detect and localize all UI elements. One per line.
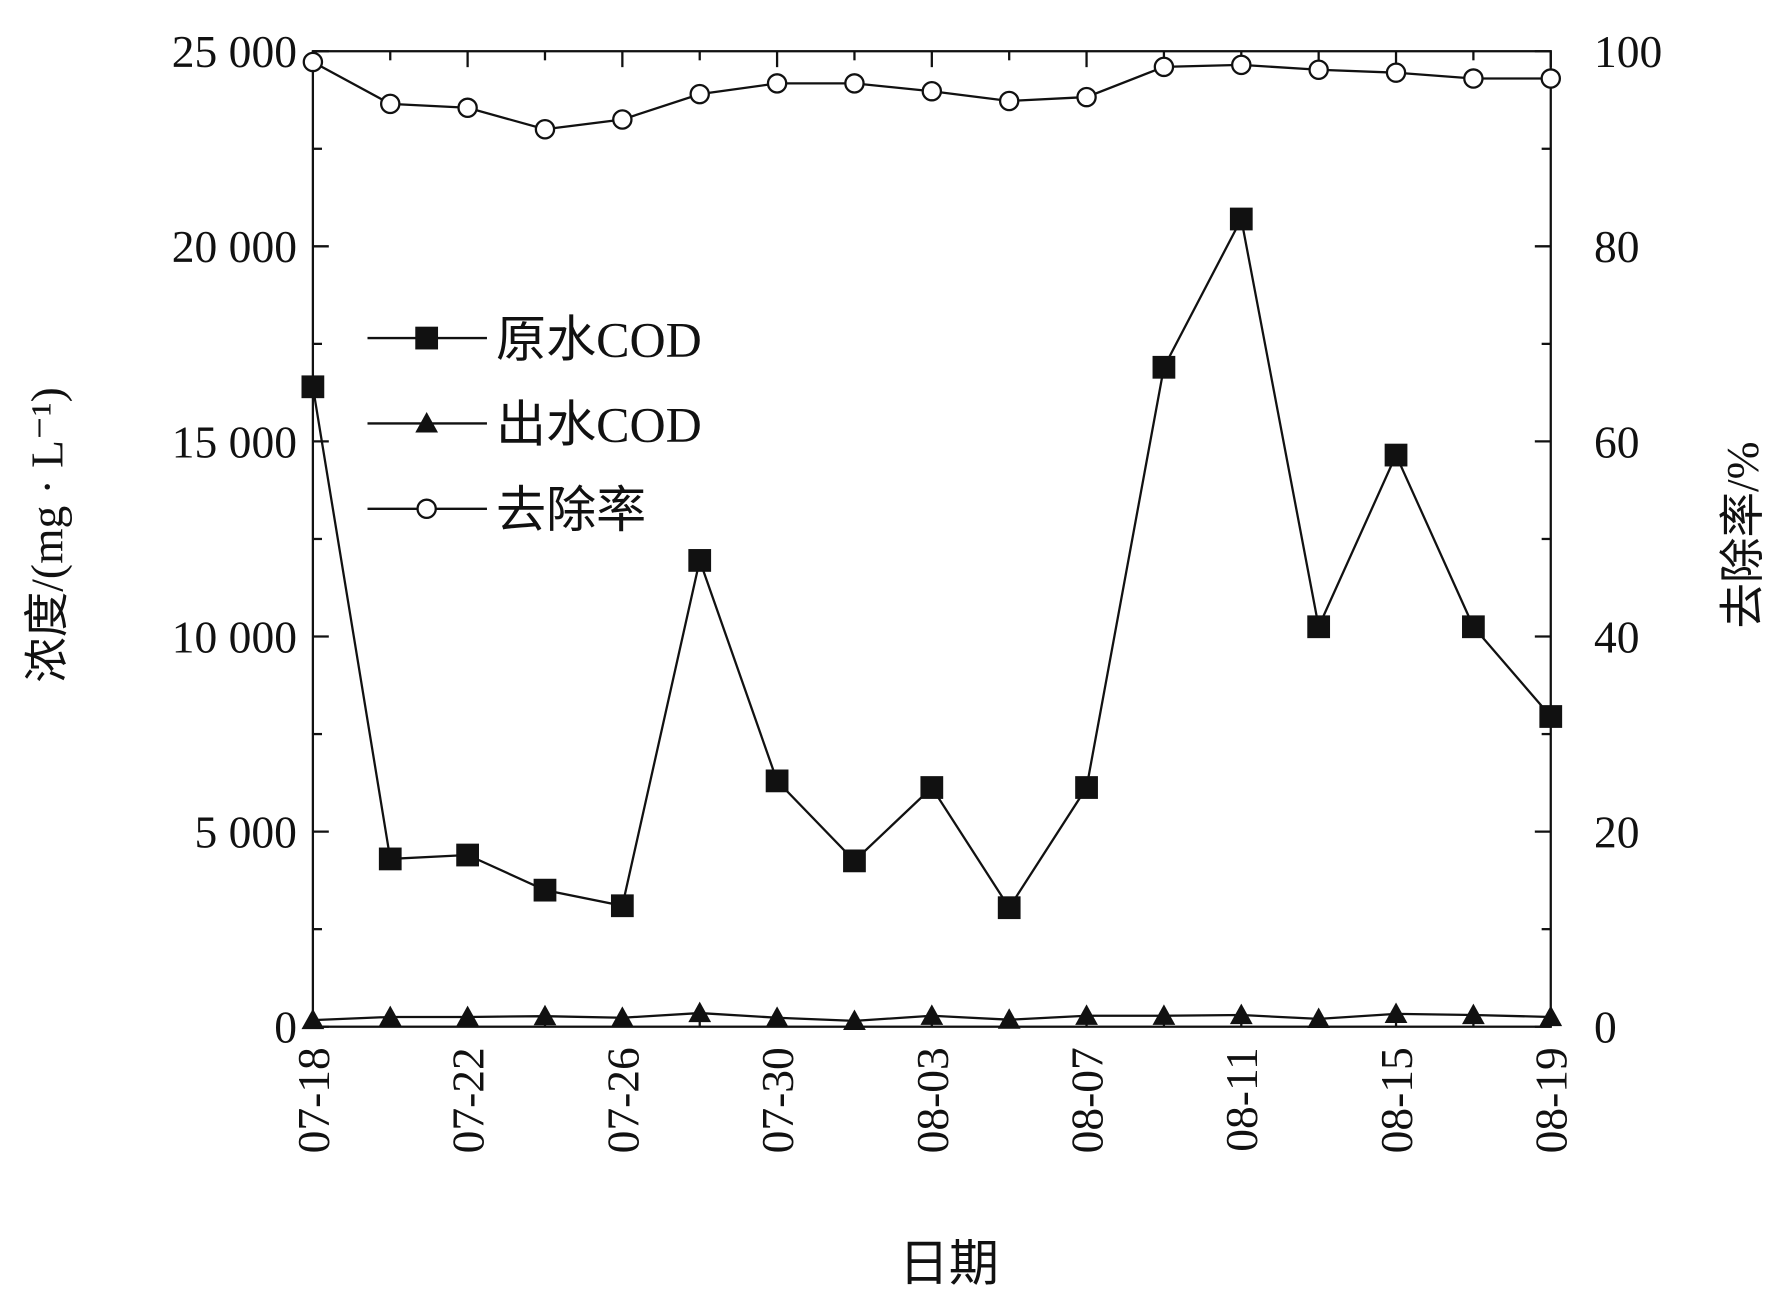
data-point xyxy=(456,843,479,867)
data-point xyxy=(1076,86,1097,108)
legend-item: 原水COD xyxy=(367,311,702,367)
data-point xyxy=(1462,1003,1485,1025)
data-point xyxy=(920,1004,944,1025)
data-point xyxy=(843,849,866,873)
legend-label: 原水COD xyxy=(496,311,702,367)
data-point xyxy=(1463,68,1484,89)
data-point xyxy=(921,80,943,102)
data-point xyxy=(301,375,325,399)
x-tick-label: 07-26 xyxy=(597,1047,648,1153)
data-point xyxy=(1384,1002,1408,1023)
data-point xyxy=(1307,1007,1331,1029)
series-1 xyxy=(301,1001,1563,1030)
data-point xyxy=(1539,705,1563,728)
data-point xyxy=(765,1006,789,1027)
legend-item: 出水COD xyxy=(367,397,702,453)
y-right-tick-label: 40 xyxy=(1594,611,1640,662)
data-point xyxy=(1152,355,1176,379)
data-point xyxy=(1384,443,1408,467)
data-point xyxy=(843,1009,866,1030)
data-point xyxy=(1462,615,1485,639)
x-axis-label: 日期 xyxy=(899,1236,999,1292)
x-tick-label: 07-30 xyxy=(752,1047,803,1153)
y-left-tick-label: 5 000 xyxy=(195,807,297,858)
data-point xyxy=(1307,615,1331,639)
y-axis-left-label: 浓度/(mg · L⁻¹) xyxy=(22,387,73,683)
data-point xyxy=(1385,62,1407,83)
y-axis-right-label: 去除率/% xyxy=(1717,441,1768,628)
data-point xyxy=(533,878,557,902)
data-point xyxy=(997,896,1021,920)
data-point xyxy=(1539,1005,1563,1027)
x-tick-label: 08-15 xyxy=(1371,1047,1422,1153)
data-point xyxy=(1075,1004,1098,1025)
data-point xyxy=(533,1004,557,1026)
data-point xyxy=(457,97,478,119)
legend-label: 去除率 xyxy=(496,482,646,538)
y-left-tick-label: 10 000 xyxy=(172,611,297,662)
data-point xyxy=(1308,59,1329,81)
data-point xyxy=(302,51,324,73)
y-right-tick-label: 20 xyxy=(1594,807,1640,858)
y-right-tick-label: 0 xyxy=(1594,1002,1617,1053)
data-point xyxy=(920,776,944,799)
data-point xyxy=(765,769,789,793)
axes: 0 5 000 10 000 15 000 20 000 25 000 0 20 40 60 80 1… xyxy=(172,26,1662,1153)
data-point xyxy=(1229,1003,1253,1025)
series xyxy=(301,51,1563,1030)
data-point xyxy=(1229,207,1253,231)
legend-marker xyxy=(416,498,437,520)
data-point xyxy=(456,1005,479,1027)
data-point xyxy=(997,1008,1021,1029)
data-point xyxy=(689,83,710,105)
data-point xyxy=(1540,68,1561,89)
legend-marker xyxy=(415,412,439,433)
data-point xyxy=(766,73,788,94)
data-point xyxy=(688,549,712,572)
legend-item: 去除率 xyxy=(367,482,646,538)
y-right-tick-label: 60 xyxy=(1594,416,1640,467)
data-point xyxy=(610,894,634,918)
data-point xyxy=(688,1001,712,1023)
y-left-tick-label: 25 000 xyxy=(172,26,297,77)
series-0 xyxy=(301,207,1563,920)
legend: 原水COD 出水COD 去除率 xyxy=(367,311,702,538)
data-point xyxy=(844,73,865,94)
y-left-tick-label: 0 xyxy=(274,1002,297,1053)
y-left-tick-label: 15 000 xyxy=(172,416,297,467)
data-point xyxy=(610,1006,634,1027)
data-point xyxy=(1152,1004,1176,1025)
legend-marker xyxy=(415,326,439,350)
data-point xyxy=(1153,56,1175,78)
x-tick-label: 08-19 xyxy=(1526,1047,1577,1153)
plot-frame xyxy=(311,50,1552,1028)
data-point xyxy=(1075,776,1098,799)
data-point xyxy=(378,847,402,871)
y-right-tick-label: 80 xyxy=(1594,221,1640,272)
data-point xyxy=(1231,54,1252,76)
data-point xyxy=(998,90,1020,112)
y-left-tick-label: 20 000 xyxy=(172,221,297,272)
data-point xyxy=(534,119,556,140)
x-tick-label: 08-07 xyxy=(1061,1047,1112,1153)
x-tick-label: 08-11 xyxy=(1216,1047,1267,1152)
legend-label: 出水COD xyxy=(496,397,702,453)
x-tick-label: 07-22 xyxy=(443,1047,494,1153)
x-tick-label: 07-18 xyxy=(288,1047,339,1153)
data-point xyxy=(612,109,633,130)
x-tick-label: 08-03 xyxy=(907,1047,958,1153)
data-point xyxy=(378,1005,402,1027)
series-2 xyxy=(302,51,1561,140)
y-right-tick-label: 100 xyxy=(1594,26,1662,77)
data-point xyxy=(301,1008,325,1030)
data-point xyxy=(380,93,401,115)
